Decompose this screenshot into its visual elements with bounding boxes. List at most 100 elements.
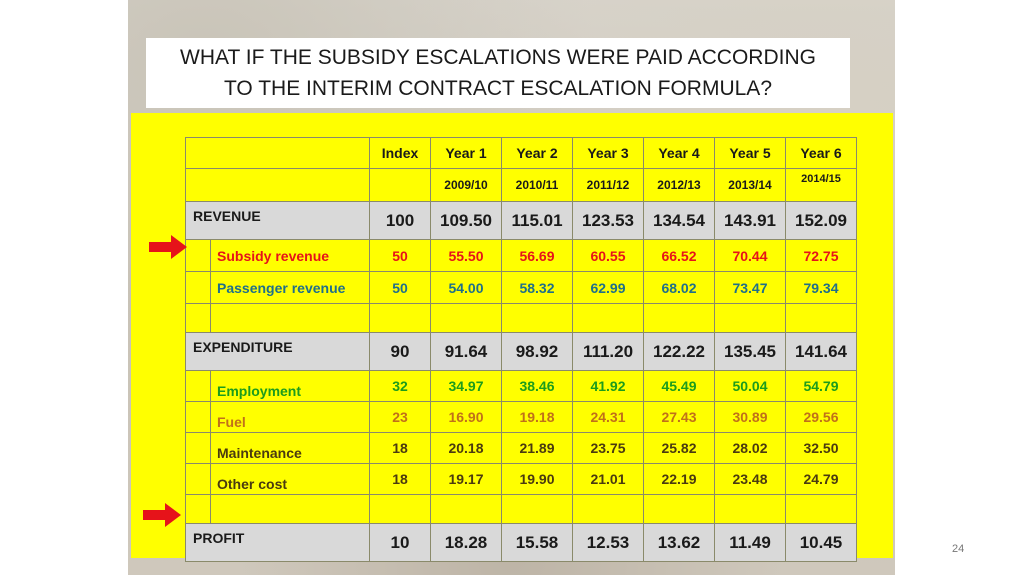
period-5: 2013/14 <box>714 168 786 202</box>
revenue-row: REVENUE 100 109.50 115.01 123.53 134.54 … <box>185 201 857 240</box>
other-cost-index: 18 <box>369 463 431 495</box>
other-cost-y4: 22.19 <box>643 463 715 495</box>
passenger-index: 50 <box>369 271 431 304</box>
passenger-y4: 68.02 <box>643 271 715 304</box>
employment-y4: 45.49 <box>643 370 715 402</box>
header-year-2: Year 2 <box>501 137 573 169</box>
header-index: Index <box>369 137 431 169</box>
profit-index: 10 <box>369 523 431 562</box>
profit-y5: 11.49 <box>714 523 786 562</box>
page-number: 24 <box>952 543 965 555</box>
title-line-1: WHAT IF THE SUBSIDY ESCALATIONS WERE PAI… <box>180 46 816 69</box>
subsidy-arrow-icon <box>149 235 187 259</box>
other-cost-y5: 23.48 <box>714 463 786 495</box>
revenue-y6: 152.09 <box>785 201 857 240</box>
maintenance-y1: 20.18 <box>430 432 502 464</box>
maintenance-y6: 32.50 <box>785 432 857 464</box>
profit-y2: 15.58 <box>501 523 573 562</box>
header-year-1: Year 1 <box>430 137 502 169</box>
employment-y6: 54.79 <box>785 370 857 402</box>
header-year-5: Year 5 <box>714 137 786 169</box>
subsidy-y3: 60.55 <box>572 239 644 272</box>
maintenance-y3: 23.75 <box>572 432 644 464</box>
profit-y3: 12.53 <box>572 523 644 562</box>
passenger-row: Passenger revenue 50 54.00 58.32 62.99 6… <box>185 271 857 304</box>
expenditure-y3: 111.20 <box>572 332 644 371</box>
expenditure-row: EXPENDITURE 90 91.64 98.92 111.20 122.22… <box>185 332 857 371</box>
subsidy-y1: 55.50 <box>430 239 502 272</box>
period-4: 2012/13 <box>643 168 715 202</box>
employment-y1: 34.97 <box>430 370 502 402</box>
subsidy-y6: 72.75 <box>785 239 857 272</box>
revenue-index: 100 <box>369 201 431 240</box>
revenue-y1: 109.50 <box>430 201 502 240</box>
passenger-y2: 58.32 <box>501 271 573 304</box>
fuel-y6: 29.56 <box>785 401 857 433</box>
period-3: 2011/12 <box>572 168 644 202</box>
fuel-label: Fuel <box>210 401 370 433</box>
subsidy-y5: 70.44 <box>714 239 786 272</box>
empty-row <box>185 494 857 524</box>
employment-row: Employment 32 34.97 38.46 41.92 45.49 50… <box>185 370 857 402</box>
subsidy-label: Subsidy revenue <box>210 239 370 272</box>
header-row: Index Year 1 Year 2 Year 3 Year 4 Year 5… <box>185 137 857 169</box>
subsidy-row: Subsidy revenue 50 55.50 56.69 60.55 66.… <box>185 239 857 272</box>
empty-row <box>185 303 857 333</box>
revenue-y5: 143.91 <box>714 201 786 240</box>
fuel-y1: 16.90 <box>430 401 502 433</box>
period-2: 2010/11 <box>501 168 573 202</box>
profit-label: PROFIT <box>185 523 370 562</box>
expenditure-label: EXPENDITURE <box>185 332 370 371</box>
period-1: 2009/10 <box>430 168 502 202</box>
escalation-table: Index Year 1 Year 2 Year 3 Year 4 Year 5… <box>185 137 857 562</box>
employment-index: 32 <box>369 370 431 402</box>
profit-y6: 10.45 <box>785 523 857 562</box>
fuel-y2: 19.18 <box>501 401 573 433</box>
expenditure-y5: 135.45 <box>714 332 786 371</box>
maintenance-row: Maintenance 18 20.18 21.89 23.75 25.82 2… <box>185 432 857 464</box>
passenger-y6: 79.34 <box>785 271 857 304</box>
maintenance-index: 18 <box>369 432 431 464</box>
maintenance-label: Maintenance <box>210 432 370 464</box>
slide-title: WHAT IF THE SUBSIDY ESCALATIONS WERE PAI… <box>146 42 850 104</box>
fuel-y3: 24.31 <box>572 401 644 433</box>
period-6: 2014/15 <box>785 168 857 202</box>
fuel-row: Fuel 23 16.90 19.18 24.31 27.43 30.89 29… <box>185 401 857 433</box>
employment-y3: 41.92 <box>572 370 644 402</box>
passenger-y1: 54.00 <box>430 271 502 304</box>
title-line-2: TO THE INTERIM CONTRACT ESCALATION FORMU… <box>223 77 772 100</box>
fuel-y4: 27.43 <box>643 401 715 433</box>
profit-arrow-icon <box>143 503 181 527</box>
expenditure-index: 90 <box>369 332 431 371</box>
revenue-label: REVENUE <box>185 201 370 240</box>
expenditure-y1: 91.64 <box>430 332 502 371</box>
employment-label: Employment <box>210 370 370 402</box>
fuel-index: 23 <box>369 401 431 433</box>
other-cost-y1: 19.17 <box>430 463 502 495</box>
employment-y5: 50.04 <box>714 370 786 402</box>
passenger-y5: 73.47 <box>714 271 786 304</box>
revenue-y2: 115.01 <box>501 201 573 240</box>
profit-y1: 18.28 <box>430 523 502 562</box>
header-year-4: Year 4 <box>643 137 715 169</box>
expenditure-y4: 122.22 <box>643 332 715 371</box>
subsidy-y4: 66.52 <box>643 239 715 272</box>
subsidy-y2: 56.69 <box>501 239 573 272</box>
header-year-6: Year 6 <box>785 137 857 169</box>
period-row: 2009/10 2010/11 2011/12 2012/13 2013/14 … <box>185 168 857 202</box>
other-cost-label: Other cost <box>210 463 370 495</box>
expenditure-y2: 98.92 <box>501 332 573 371</box>
expenditure-y6: 141.64 <box>785 332 857 371</box>
revenue-y4: 134.54 <box>643 201 715 240</box>
maintenance-y2: 21.89 <box>501 432 573 464</box>
passenger-label: Passenger revenue <box>210 271 370 304</box>
maintenance-y5: 28.02 <box>714 432 786 464</box>
other-cost-y2: 19.90 <box>501 463 573 495</box>
title-box <box>146 38 850 108</box>
employment-y2: 38.46 <box>501 370 573 402</box>
revenue-y3: 123.53 <box>572 201 644 240</box>
passenger-y3: 62.99 <box>572 271 644 304</box>
subsidy-index: 50 <box>369 239 431 272</box>
maintenance-y4: 25.82 <box>643 432 715 464</box>
header-year-3: Year 3 <box>572 137 644 169</box>
